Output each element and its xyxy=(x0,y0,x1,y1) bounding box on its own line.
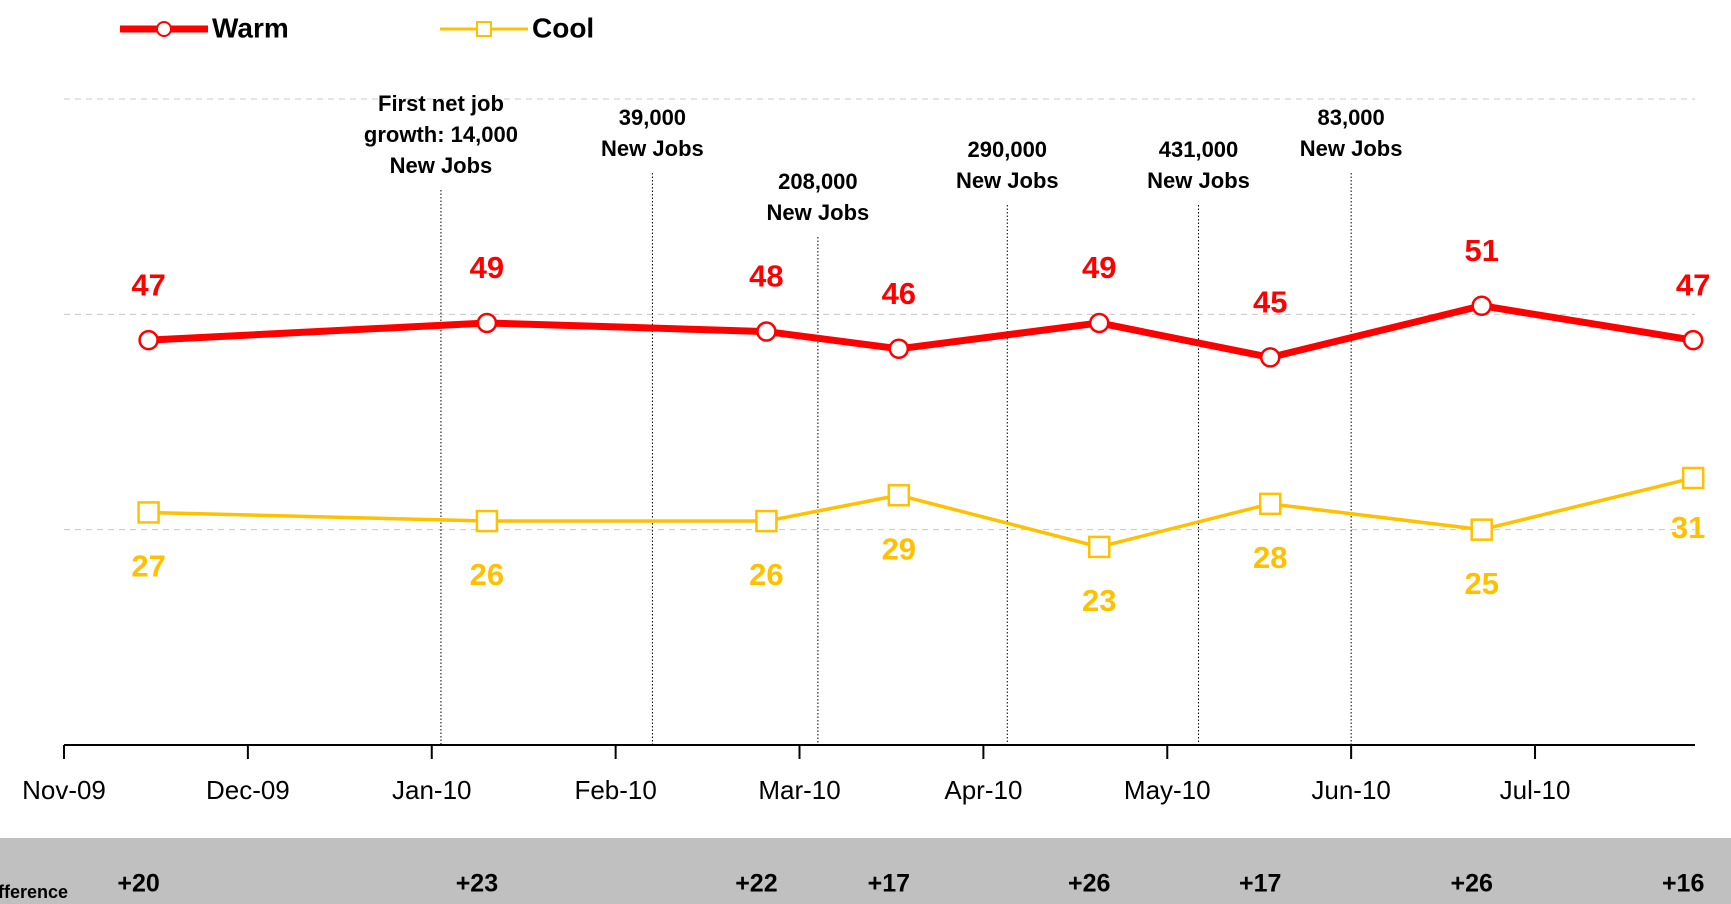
point xyxy=(755,509,778,533)
difference-value: +17 xyxy=(868,870,910,898)
point xyxy=(756,321,777,342)
difference-value: +20 xyxy=(117,870,159,898)
legend-label: Cool xyxy=(532,12,594,43)
data-label: 29 xyxy=(882,531,916,566)
data-label: 49 xyxy=(470,250,504,285)
annotation: New Jobs xyxy=(1147,168,1250,193)
x-tick-label: Jul-10 xyxy=(1500,775,1571,805)
point xyxy=(1087,535,1111,559)
difference-value: +16 xyxy=(1662,870,1704,898)
data-label: 45 xyxy=(1253,285,1287,320)
annotation: New Jobs xyxy=(601,136,704,161)
point xyxy=(138,329,159,351)
point xyxy=(1259,347,1281,368)
x-tick-label: Jun-10 xyxy=(1311,775,1391,805)
point xyxy=(475,509,499,533)
data-label: 46 xyxy=(882,276,916,311)
data-label: 48 xyxy=(749,259,783,294)
annotation: New Jobs xyxy=(390,153,493,178)
legend-marker xyxy=(156,21,172,37)
difference-label: Difference xyxy=(0,882,68,902)
point xyxy=(1088,312,1110,334)
point xyxy=(1258,492,1282,516)
difference-value: +23 xyxy=(456,870,498,898)
point xyxy=(137,501,160,524)
point xyxy=(1470,518,1493,541)
data-label: 26 xyxy=(470,557,504,592)
annotation: 208,000 xyxy=(778,169,858,194)
point xyxy=(887,483,911,507)
data-label: 47 xyxy=(131,267,165,302)
x-tick-label: Dec-09 xyxy=(206,775,290,805)
annotation: 83,000 xyxy=(1317,105,1384,130)
data-label: 23 xyxy=(1082,583,1116,618)
difference-value: +22 xyxy=(735,870,777,898)
point xyxy=(1471,295,1492,316)
legend-marker xyxy=(476,21,492,37)
series-line xyxy=(148,476,1694,549)
data-label: 49 xyxy=(1082,250,1116,285)
data-label: 25 xyxy=(1464,566,1498,601)
annotation: 39,000 xyxy=(619,105,686,130)
x-tick-label: Apr-10 xyxy=(944,775,1022,805)
annotation: growth: 14,000 xyxy=(364,122,518,147)
annotation: First net job xyxy=(378,91,504,116)
difference-value: +26 xyxy=(1450,870,1492,898)
x-tick-label: Nov-09 xyxy=(22,775,106,805)
x-tick-label: Jan-10 xyxy=(392,775,472,805)
difference-band xyxy=(0,838,1731,904)
data-label: 31 xyxy=(1671,510,1705,545)
data-label: 26 xyxy=(749,557,783,592)
x-tick-label: Mar-10 xyxy=(758,775,840,805)
difference-value: +26 xyxy=(1068,870,1110,898)
x-tick-label: May-10 xyxy=(1124,775,1211,805)
point xyxy=(1681,466,1705,490)
point xyxy=(476,312,498,334)
point xyxy=(888,338,910,360)
series-line xyxy=(148,302,1694,361)
annotation: 431,000 xyxy=(1159,137,1239,162)
point xyxy=(1682,329,1704,351)
data-label: 47 xyxy=(1676,267,1710,302)
annotation: New Jobs xyxy=(956,168,1059,193)
difference-value: +17 xyxy=(1239,870,1281,898)
data-label: 27 xyxy=(131,549,165,584)
x-tick-label: Feb-10 xyxy=(574,775,656,805)
annotation: 290,000 xyxy=(968,137,1048,162)
legend-label: Warm xyxy=(212,12,289,43)
data-label: 51 xyxy=(1464,233,1498,268)
annotation: New Jobs xyxy=(767,200,870,225)
annotation: New Jobs xyxy=(1300,136,1403,161)
data-label: 28 xyxy=(1253,540,1287,575)
